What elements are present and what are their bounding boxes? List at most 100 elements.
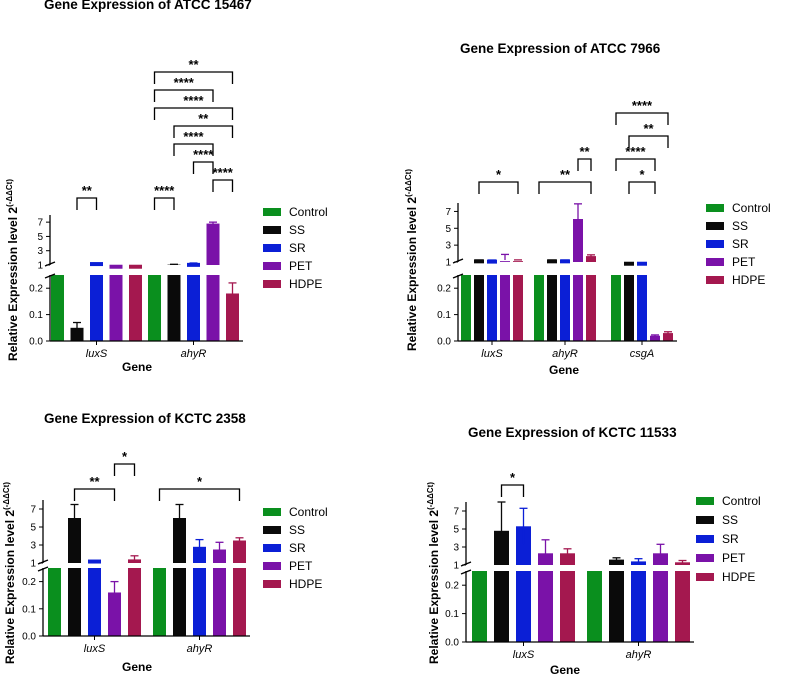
bar-Control-luxS	[48, 568, 61, 636]
legend-swatch-sr	[706, 240, 724, 248]
y-axis-label: Relative Expression level 2(-ΔΔCt)	[5, 179, 20, 361]
legend-label-control: Control	[732, 201, 771, 215]
significance-label: *	[197, 474, 203, 489]
bar-SR-luxS	[516, 571, 531, 642]
x-tick-label: luxS	[84, 643, 106, 655]
bar-SS-luxS	[68, 568, 81, 636]
x-tick-label: csgA	[630, 348, 654, 360]
significance-bracket	[160, 489, 240, 501]
x-tick-label: ahyR	[626, 649, 652, 661]
y-tick-label: 0.0	[29, 337, 43, 348]
x-tick-label: ahyR	[187, 643, 213, 655]
significance-bracket	[616, 113, 668, 125]
legend-label-hdpe: HDPE	[289, 577, 322, 591]
legend-swatch-control	[263, 508, 281, 516]
legend-label-pet: PET	[289, 559, 313, 573]
legend-label-sr: SR	[289, 241, 306, 255]
bar-PET-ahyR	[653, 571, 668, 642]
x-axis-label: Gene	[549, 363, 579, 377]
legend-swatch-pet	[263, 262, 281, 270]
legend-label-sr: SR	[732, 237, 749, 251]
bar-HDPE-luxS-upper	[513, 261, 523, 262]
bar-SR-luxS	[88, 568, 101, 636]
y-axis-label-superscript: (-ΔΔCt)	[2, 482, 11, 510]
x-axis-label: Gene	[122, 360, 152, 374]
significance-bracket	[75, 489, 115, 501]
legend-swatch-pet	[706, 258, 724, 266]
bar-Control-luxS	[472, 571, 487, 642]
significance-label: *	[639, 167, 645, 182]
bar-SR-luxS	[90, 275, 103, 341]
legend-label-control: Control	[289, 205, 328, 219]
y-tick-label: 0.2	[29, 284, 43, 295]
legend-swatch-ss	[263, 526, 281, 534]
bar-Control-ahyR	[148, 275, 161, 341]
bar-Control-ahyR	[587, 571, 602, 642]
x-tick-label: luxS	[513, 649, 535, 661]
significance-label: ****	[183, 93, 204, 108]
significance-label: **	[560, 167, 571, 182]
bar-Control-luxS	[461, 275, 471, 341]
significance-label: *	[510, 470, 516, 485]
y-tick-label: 0.0	[22, 632, 36, 643]
significance-bracket	[502, 485, 524, 497]
bar-Control-ahyR	[153, 568, 166, 636]
bar-SR-csgA-upper	[637, 262, 647, 266]
y-tick-label: 3	[453, 543, 459, 554]
legend-swatch-hdpe	[696, 573, 714, 581]
significance-label: *	[496, 167, 502, 182]
y-tick-label: 1	[453, 561, 459, 572]
bar-PET-luxS	[538, 571, 553, 642]
x-tick-label: ahyR	[181, 348, 207, 360]
legend-swatch-hdpe	[706, 276, 724, 284]
bar-SR-csgA	[637, 275, 647, 341]
legend-label-pet: PET	[289, 259, 313, 273]
bar-SS-csgA-upper	[624, 262, 634, 266]
y-axis-label-superscript: (-ΔΔCt)	[426, 482, 435, 510]
legend-label-ss: SS	[289, 523, 305, 537]
y-tick-label: 0.0	[445, 638, 459, 649]
legend-swatch-control	[696, 497, 714, 505]
bar-PET-luxS-upper	[110, 265, 123, 269]
legend-swatch-pet	[696, 554, 714, 562]
significance-bracket	[155, 198, 175, 210]
legend-label-sr: SR	[289, 541, 306, 555]
bar-HDPE-luxS	[128, 568, 141, 636]
bar-SS-csgA	[624, 275, 634, 341]
legend-swatch-sr	[263, 244, 281, 252]
y-tick-label: 3	[30, 541, 36, 552]
legend-swatch-ss	[263, 226, 281, 234]
y-tick-label: 7	[453, 507, 459, 518]
significance-bracket	[616, 159, 655, 171]
legend-label-pet: PET	[722, 551, 746, 565]
chart-title: Gene Expression of KCTC 11533	[468, 425, 677, 440]
legend-swatch-ss	[706, 222, 724, 230]
significance-label: **	[82, 183, 93, 198]
bar-SR-luxS	[487, 275, 497, 341]
significance-bracket	[155, 108, 233, 120]
legend-label-sr: SR	[722, 532, 739, 546]
bar-SR-ahyR	[631, 571, 646, 642]
bar-Control-luxS	[51, 275, 64, 341]
significance-label: *	[122, 449, 128, 464]
chart-title: Gene Expression of ATCC 15467	[44, 0, 252, 12]
x-tick-label: luxS	[86, 348, 108, 360]
significance-bracket	[629, 182, 655, 194]
bar-HDPE-ahyR	[233, 568, 246, 636]
chart-title: Gene Expression of KCTC 2358	[44, 411, 246, 426]
x-axis-label: Gene	[122, 660, 152, 674]
legend-label-hdpe: HDPE	[289, 277, 322, 291]
y-axis-label-superscript: (-ΔΔCt)	[404, 169, 413, 197]
significance-label: ****	[193, 147, 214, 162]
bar-HDPE-luxS-upper	[129, 265, 142, 269]
significance-label: **	[188, 57, 199, 72]
chart-title: Gene Expression of ATCC 7966	[460, 41, 660, 56]
legend-label-pet: PET	[732, 255, 756, 269]
bar-SR-ahyR	[560, 275, 570, 341]
